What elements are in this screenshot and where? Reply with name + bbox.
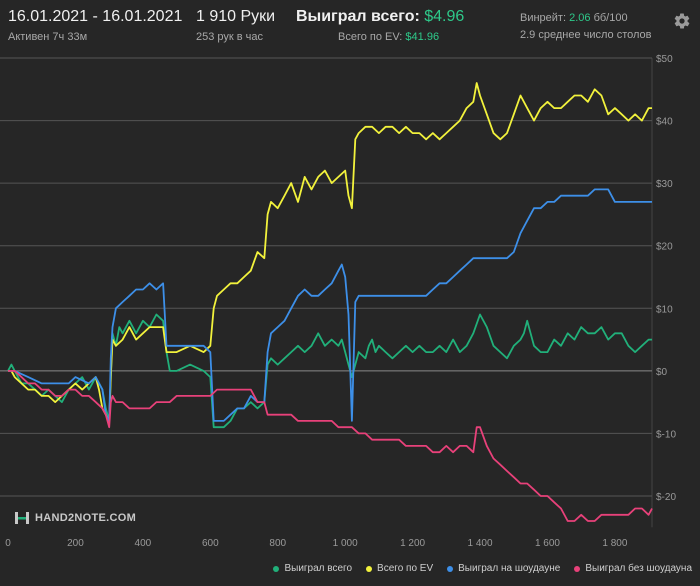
winrate-label: Винрейт:	[520, 12, 567, 24]
avg-tables: 2.9 среднее число столов	[520, 29, 652, 41]
legend-label: Выиграл без шоудауна	[585, 563, 692, 574]
x-tick-label: 200	[67, 538, 84, 549]
series-line	[8, 82, 652, 422]
y-tick-label: $-20	[656, 492, 676, 503]
y-tick-label: $30	[656, 179, 673, 190]
x-tick-label: 400	[135, 538, 152, 549]
legend-item[interactable]: Выиграл всего	[273, 563, 352, 574]
x-tick-label: 1 600	[535, 538, 560, 549]
grid-layer	[0, 57, 653, 528]
legend-label: Выиграл всего	[284, 563, 353, 574]
series-line	[8, 188, 652, 422]
axis-layer: $50 $40 $30 $20 $10 $0 $-10 $-20 0 200 400 600 800 1 …	[5, 54, 676, 549]
winrate-block: Винрейт: 2.06 бб/100 2.9 среднее число с…	[520, 8, 652, 41]
date-block: 16.01.2021 - 16.01.2021 Активен 7ч 33м	[8, 8, 182, 43]
x-tick-label: 800	[269, 538, 286, 549]
active-time: Активен 7ч 33м	[8, 31, 88, 43]
y-tick-label: $0	[656, 367, 668, 378]
hands-per-hour: 253 рук в час	[196, 31, 264, 43]
legend-item[interactable]: Всего по EV	[366, 563, 433, 574]
hands-count: 1 910 Руки	[196, 8, 276, 25]
y-tick-label: $40	[656, 117, 673, 128]
x-tick-label: 1 800	[602, 538, 627, 549]
chart-legend: Выиграл всего Всего по EV Выиграл на шоуда…	[273, 563, 692, 574]
x-tick-label: 1 400	[468, 538, 493, 549]
hand2note-logo: HAND2NOTE.COM	[14, 510, 136, 526]
stats-header: 16.01.2021 - 16.01.2021 Активен 7ч 33м 1…	[0, 0, 700, 52]
legend-dot-icon	[574, 565, 581, 572]
y-tick-label: $20	[656, 242, 673, 253]
y-tick-label: $50	[656, 54, 673, 65]
x-tick-label: 1 200	[400, 538, 425, 549]
gear-icon[interactable]	[672, 12, 692, 32]
winnings-block: Выиграл всего: $4.96 Всего по EV: $41.96	[296, 8, 464, 43]
logo-mark-icon	[14, 510, 30, 526]
profit-chart: $50 $40 $30 $20 $10 $0 $-10 $-20 0 200 400 600 800 1 …	[0, 54, 676, 549]
y-tick-label: $-10	[656, 429, 676, 440]
date-range: 16.01.2021 - 16.01.2021	[8, 8, 183, 25]
legend-item[interactable]: Выиграл на шоудауне	[447, 563, 560, 574]
won-total-label: Выиграл всего:	[296, 8, 420, 25]
ev-total-label: Всего по EV:	[338, 31, 403, 43]
y-tick-label: $10	[656, 304, 673, 315]
x-tick-label: 0	[5, 538, 11, 549]
legend-item[interactable]: Выиграл без шоудауна	[574, 563, 692, 574]
x-tick-label: 1 000	[333, 538, 358, 549]
winrate-unit: бб/100	[593, 12, 628, 24]
ev-total-value: $41.96	[405, 31, 440, 43]
legend-label: Выиграл на шоудауне	[458, 563, 561, 574]
legend-dot-icon	[366, 565, 373, 572]
legend-dot-icon	[273, 565, 280, 572]
logo-mark-svg	[15, 512, 29, 524]
x-tick-label: 600	[202, 538, 219, 549]
legend-dot-icon	[447, 565, 454, 572]
legend-label: Всего по EV	[377, 563, 434, 574]
won-total-value: $4.96	[424, 8, 465, 25]
logo-text: HAND2NOTE.COM	[35, 512, 137, 524]
series-layer	[7, 82, 653, 522]
series-line	[8, 370, 653, 522]
gear-icon-svg	[674, 13, 690, 29]
hands-block: 1 910 Руки 253 рук в час	[196, 8, 275, 43]
winrate-value: 2.06	[569, 12, 591, 24]
